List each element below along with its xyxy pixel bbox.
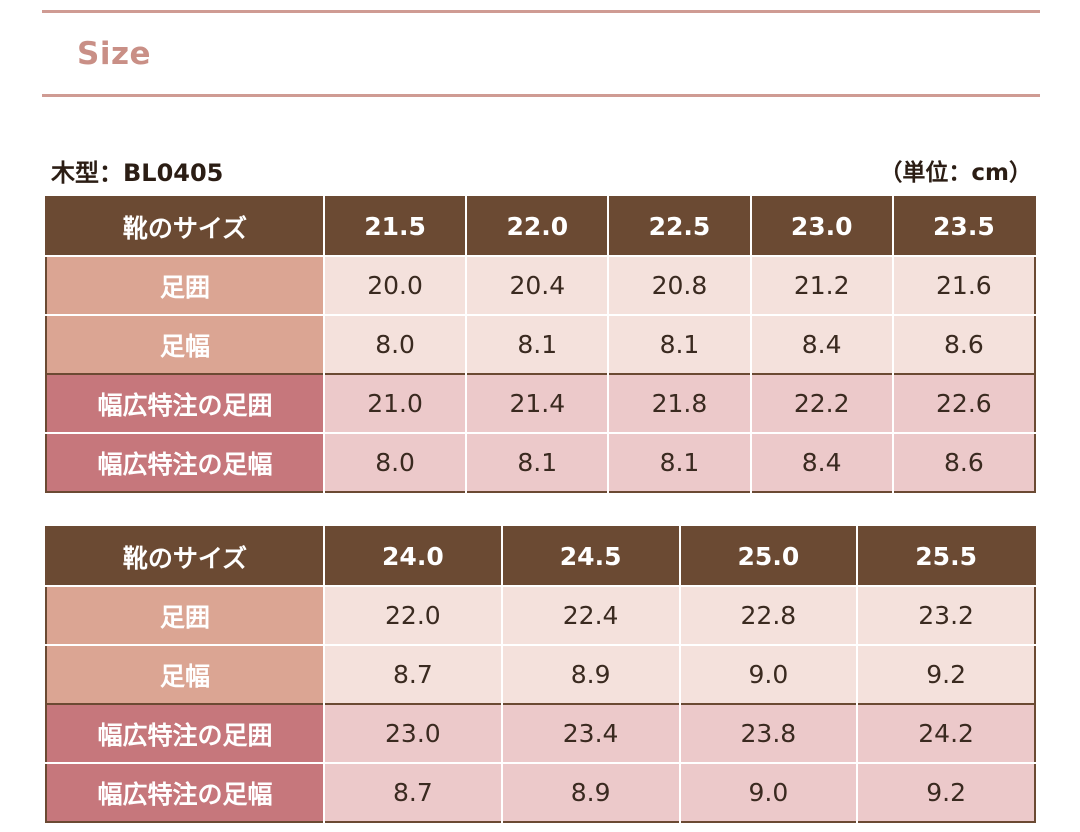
- size-table-1: 靴のサイズ 21.5 22.0 22.5 23.0 23.5 足囲 20.0 2…: [45, 196, 1036, 493]
- table-cell: 22.6: [891, 373, 1035, 433]
- table-cell: 8.1: [607, 432, 751, 492]
- title-underline: [42, 94, 1040, 97]
- model-label: 木型：BL0405: [51, 159, 224, 187]
- table-row-wide-width: 幅広特注の足幅 8.7 8.9 9.0 9.2: [46, 762, 1035, 822]
- table-cell: 24.2: [856, 703, 1035, 763]
- row-label-girth: 足囲: [46, 255, 324, 315]
- size-cell: 22.0: [465, 197, 609, 256]
- size-cell: 25.0: [678, 527, 858, 586]
- size-cell: 21.5: [322, 197, 467, 256]
- table-cell: 9.2: [856, 644, 1035, 704]
- table-cell: 8.7: [323, 644, 502, 704]
- table-cell: 20.8: [607, 255, 751, 315]
- size-cell: 24.0: [323, 527, 502, 586]
- table-cell: 23.0: [323, 703, 502, 763]
- table-cell: 20.0: [322, 255, 467, 315]
- table-cell: 8.0: [322, 432, 467, 492]
- table-cell: 22.2: [749, 373, 893, 433]
- table-header-row: 靴のサイズ 24.0 24.5 25.0 25.5: [46, 527, 1035, 586]
- table-cell: 22.4: [500, 585, 680, 645]
- table-cell: 9.2: [856, 762, 1035, 822]
- table-cell: 23.2: [856, 585, 1035, 645]
- table-cell: 9.0: [678, 644, 858, 704]
- table-cell: 8.1: [607, 314, 751, 374]
- table-cell: 21.4: [465, 373, 609, 433]
- table-cell: 23.4: [500, 703, 680, 763]
- table-cell: 8.1: [465, 432, 609, 492]
- table-cell: 8.4: [749, 314, 893, 374]
- row-label-size: 靴のサイズ: [46, 197, 324, 256]
- table-cell: 22.8: [678, 585, 858, 645]
- table-cell: 23.8: [678, 703, 858, 763]
- table-cell: 21.0: [322, 373, 467, 433]
- table-cell: 9.0: [678, 762, 858, 822]
- row-label-wide-girth: 幅広特注の足囲: [46, 373, 324, 433]
- table-cell: 8.1: [465, 314, 609, 374]
- row-label-wide-width: 幅広特注の足幅: [46, 762, 324, 822]
- size-cell: 24.5: [500, 527, 680, 586]
- row-label-size: 靴のサイズ: [46, 527, 324, 586]
- row-label-wide-width: 幅広特注の足幅: [46, 432, 324, 492]
- table-row-girth: 足囲 22.0 22.4 22.8 23.2: [46, 585, 1035, 645]
- table-cell: 8.4: [749, 432, 893, 492]
- table-row-girth: 足囲 20.0 20.4 20.8 21.2 21.6: [46, 255, 1035, 315]
- table-cell: 8.0: [322, 314, 467, 374]
- table-row-wide-width: 幅広特注の足幅 8.0 8.1 8.1 8.4 8.6: [46, 432, 1035, 492]
- table-cell: 21.2: [749, 255, 893, 315]
- row-label-width: 足幅: [46, 644, 324, 704]
- table-cell: 8.7: [323, 762, 502, 822]
- table-cell: 21.8: [607, 373, 751, 433]
- size-table-2: 靴のサイズ 24.0 24.5 25.0 25.5 足囲 22.0 22.4 2…: [45, 526, 1036, 823]
- table-cell: 8.9: [500, 644, 680, 704]
- table-row-wide-girth: 幅広特注の足囲 23.0 23.4 23.8 24.2: [46, 703, 1035, 763]
- table-cell: 21.6: [891, 255, 1035, 315]
- section-title: Size: [77, 36, 152, 72]
- row-label-width: 足幅: [46, 314, 324, 374]
- size-cell: 23.5: [891, 197, 1035, 256]
- table-header-row: 靴のサイズ 21.5 22.0 22.5 23.0 23.5: [46, 197, 1035, 256]
- table-cell: 8.9: [500, 762, 680, 822]
- table-cell: 8.6: [891, 314, 1035, 374]
- size-cell: 25.5: [856, 527, 1035, 586]
- top-divider: [42, 10, 1040, 13]
- table-row-width: 足幅 8.0 8.1 8.1 8.4 8.6: [46, 314, 1035, 374]
- row-label-girth: 足囲: [46, 585, 324, 645]
- table-row-wide-girth: 幅広特注の足囲 21.0 21.4 21.8 22.2 22.6: [46, 373, 1035, 433]
- size-cell: 22.5: [607, 197, 751, 256]
- table-cell: 20.4: [465, 255, 609, 315]
- row-label-wide-girth: 幅広特注の足囲: [46, 703, 324, 763]
- table-cell: 8.6: [891, 432, 1035, 492]
- table-cell: 22.0: [323, 585, 502, 645]
- table-row-width: 足幅 8.7 8.9 9.0 9.2: [46, 644, 1035, 704]
- unit-label: （単位：cm）: [879, 160, 1032, 186]
- size-cell: 23.0: [749, 197, 893, 256]
